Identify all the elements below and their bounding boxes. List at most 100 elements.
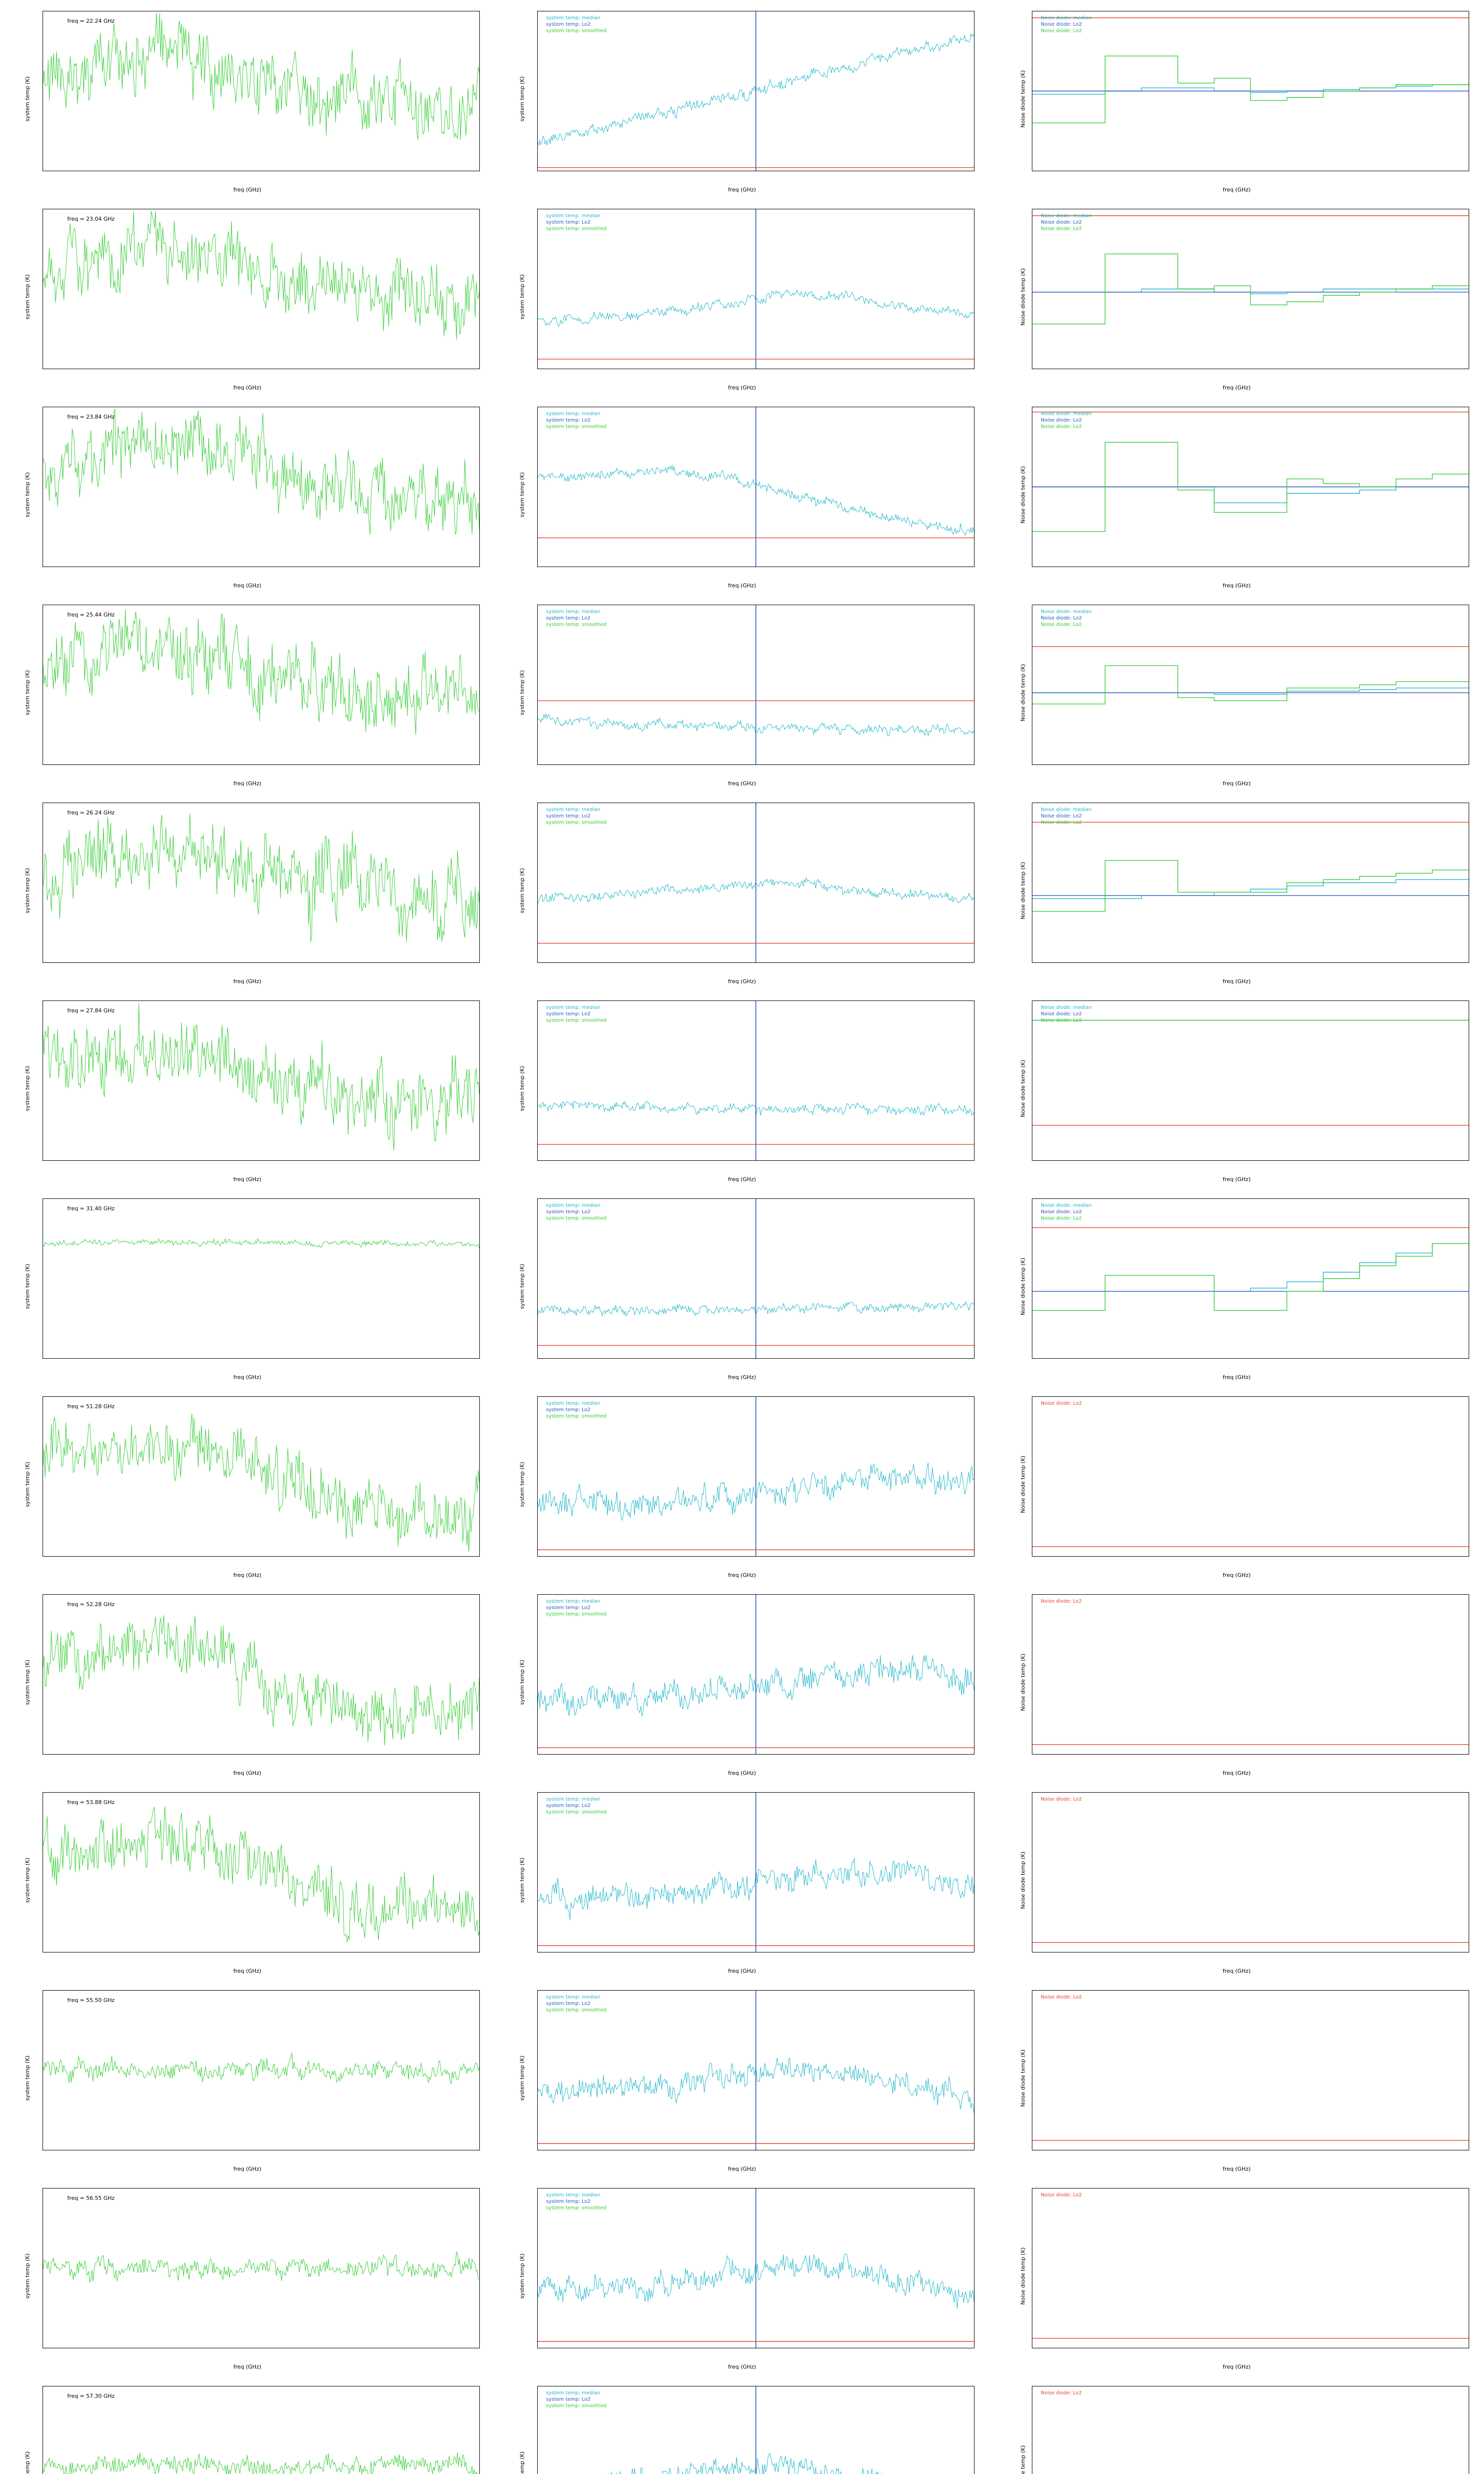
x-axis-label: freq (GHz) [728, 1968, 756, 1974]
plot-area: 02040608010002004006008001000 [1032, 2188, 1469, 2348]
legend-entry: system temp: median [546, 609, 601, 615]
y-axis-label: Noise diode temp (K) [1020, 1455, 1026, 1514]
x-tick-mark [218, 1358, 219, 1359]
plot-area: 30405060708002004006008001000 [537, 605, 974, 765]
legend-entry: system temp: smoothed [546, 424, 606, 429]
y-axis-label: system temp (K) [24, 670, 31, 715]
y-axis-label: system temp (K) [24, 1264, 31, 1309]
y-tick-mark [537, 2284, 538, 2285]
chart-cell-r7-c0: 2040608010012002004006008001000 system te… [0, 1385, 495, 1583]
x-axis-label: freq (GHz) [728, 2166, 756, 2172]
y-axis-label: system temp (K) [24, 274, 31, 320]
x-tick-mark [218, 764, 219, 765]
legend-entry: system temp: median [546, 15, 601, 21]
x-tick-mark [1207, 1160, 1208, 1161]
plot-area: 2040608010012002004006008001000 [43, 1792, 480, 1952]
x-axis-label: freq (GHz) [1222, 187, 1251, 193]
y-tick-mark [537, 835, 538, 836]
y-axis-label: Noise diode temp (K) [1020, 861, 1026, 920]
panel-title: freq = 52.28 GHz [67, 1601, 115, 1608]
chart-cell-r1-c2: 02040608010002004006008001000Noise diode… [989, 198, 1484, 396]
plot-area: 30405060708002004006008001000 [537, 1594, 974, 1755]
y-axis-label: system temp (K) [519, 1066, 526, 1111]
legend-entry: system temp: Lo2 [546, 1407, 591, 1413]
plot-area: 2040608010012002004006008001000 [43, 209, 480, 369]
chart-cell-r12-c1: 30405060708002004006008001000system temp… [495, 2375, 989, 2474]
legend-system-temp: system temp: median system temp: Lo2 syste… [546, 609, 606, 628]
y-axis-label: Noise diode temp (K) [1020, 70, 1026, 128]
chart-cell-r7-c1: 30405060708002004006008001000system temp… [495, 1385, 989, 1583]
x-tick-mark [218, 962, 219, 963]
plot-area: 30405060708002004006008001000 [537, 2386, 974, 2474]
panel-title: freq = 23.84 GHz [67, 414, 115, 420]
y-tick-mark [537, 209, 538, 210]
x-axis-label: freq (GHz) [728, 187, 756, 193]
x-axis-label: freq (GHz) [233, 1770, 262, 1776]
y-tick-mark [537, 107, 538, 108]
legend-noise-diode: Noise diode: median Noise diode: Lo2 Noise… [1041, 1202, 1092, 1222]
panel-title: freq = 53.88 GHz [67, 1799, 115, 1806]
plot-area: 02040608010002004006008001000 [1032, 605, 1469, 765]
x-tick-mark [1382, 1358, 1383, 1359]
plot-area: 30405060708002004006008001000 [537, 1396, 974, 1557]
legend-entry: Noise diode: Lo2 [1041, 820, 1082, 825]
y-tick-mark [537, 305, 538, 306]
legend-entry: system temp: Lo2 [546, 1803, 591, 1808]
legend-noise-diode: Noise diode: median Noise diode: Lo2 Noise… [1041, 15, 1092, 34]
legend-entry: Noise diode: Lo2 [1041, 28, 1082, 34]
legend-entry: system temp: smoothed [546, 1809, 606, 1815]
y-tick-mark [537, 407, 538, 408]
x-axis-label: freq (GHz) [728, 780, 756, 787]
legend-entry: Noise diode: Lo2 [1041, 1018, 1082, 1023]
y-tick-mark [537, 1129, 538, 1130]
chart-cell-r10-c1: 30405060708002004006008001000system temp… [495, 1979, 989, 2177]
plot-area: 30405060708002004006008001000 [537, 407, 974, 567]
y-tick-mark [537, 1461, 538, 1462]
y-axis-label: Noise diode temp (K) [1020, 2049, 1026, 2107]
legend-entry: Noise diode: Lo2 [1041, 1995, 1082, 2000]
x-tick-mark [1032, 1358, 1033, 1359]
x-axis-label: freq (GHz) [233, 2364, 262, 2370]
y-tick-mark [537, 1033, 538, 1034]
x-axis-label: freq (GHz) [728, 978, 756, 985]
legend-entry: Noise diode: Lo2 [1041, 1797, 1082, 1802]
y-tick-mark [537, 867, 538, 868]
legend-entry: system temp: Lo2 [546, 418, 591, 423]
legend-entry: Noise diode: Lo2 [1041, 22, 1082, 27]
y-tick-mark [537, 1659, 538, 1660]
chart-cell-r1-c1: 30405060708002004006008001000system temp… [495, 198, 989, 396]
x-tick-mark [218, 1754, 219, 1755]
legend-entry: system temp: median [546, 807, 601, 812]
y-tick-mark [537, 439, 538, 440]
chart-cell-r12-c2: 02040608010002004006008001000Noise diode… [989, 2375, 1484, 2474]
plot-area: 02040608010002004006008001000 [1032, 1990, 1469, 2150]
chart-cell-r3-c1: 30405060708002004006008001000system temp… [495, 594, 989, 792]
legend-entry: Noise diode: Lo2 [1041, 2390, 1082, 2396]
plot-area: 30405060708002004006008001000 [537, 1792, 974, 1952]
x-tick-mark [218, 1556, 219, 1557]
x-axis-label: freq (GHz) [1222, 2166, 1251, 2172]
legend-entry: system temp: median [546, 1995, 601, 2000]
legend-entry: Noise diode: median [1041, 609, 1092, 615]
legend-entry: system temp: smoothed [546, 2007, 606, 2013]
x-tick-mark [887, 962, 888, 963]
x-axis-label: freq (GHz) [1222, 978, 1251, 985]
legend-entry: system temp: median [546, 1203, 601, 1208]
legend-noise-diode: Noise diode: Lo2 [1041, 1400, 1082, 1407]
x-axis-label: freq (GHz) [1222, 1374, 1251, 1380]
x-tick-mark [1207, 1358, 1208, 1359]
y-axis-label: system temp (K) [24, 1660, 31, 1705]
y-axis-label: Noise diode temp (K) [1020, 2247, 1026, 2305]
legend-entry: system temp: median [546, 1599, 601, 1604]
plot-area: 02040608010002004006008001000 [1032, 11, 1469, 171]
plot-area: 2040608010012002004006008001000 [43, 11, 480, 171]
x-tick-mark [625, 962, 626, 963]
x-tick-mark [1032, 764, 1033, 765]
x-axis-label: freq (GHz) [728, 1374, 756, 1380]
legend-entry: Noise diode: median [1041, 15, 1092, 21]
plot-area: 02040608010002004006008001000 [1032, 407, 1469, 567]
y-axis-label: Noise diode temp (K) [1020, 1653, 1026, 1712]
legend-system-temp: system temp: median system temp: Lo2 syste… [546, 1400, 606, 1420]
x-axis-label: freq (GHz) [233, 1968, 262, 1974]
x-axis-label: freq (GHz) [1222, 1968, 1251, 1974]
